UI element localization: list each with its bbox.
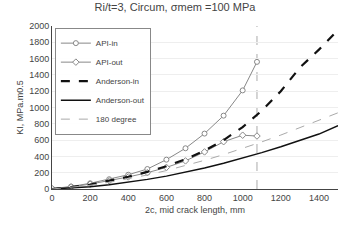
svg-text:800: 800	[197, 193, 212, 203]
svg-text:180 degree: 180 degree	[96, 115, 137, 124]
svg-text:1200: 1200	[29, 86, 49, 96]
svg-text:800: 800	[34, 119, 49, 129]
svg-text:400: 400	[34, 152, 49, 162]
svg-text:Ri/t=3, Circum, σmem =100 MPa: Ri/t=3, Circum, σmem =100 MPa	[95, 1, 257, 13]
svg-text:2000: 2000	[29, 21, 49, 31]
svg-text:API-out: API-out	[96, 58, 123, 67]
svg-text:1400: 1400	[29, 70, 49, 80]
svg-text:0: 0	[44, 184, 49, 194]
svg-text:600: 600	[34, 135, 49, 145]
svg-text:0: 0	[49, 193, 54, 203]
svg-text:Anderson-in: Anderson-in	[96, 77, 139, 86]
svg-text:1000: 1000	[29, 103, 49, 113]
svg-text:KI, MPa.m0.5: KI, MPa.m0.5	[15, 80, 25, 135]
svg-text:200: 200	[34, 168, 49, 178]
svg-text:1200: 1200	[271, 193, 291, 203]
svg-text:1800: 1800	[29, 37, 49, 47]
svg-text:2c, mid crack length, mm: 2c, mid crack length, mm	[145, 205, 245, 215]
svg-text:600: 600	[159, 193, 174, 203]
svg-text:Anderson-out: Anderson-out	[96, 96, 145, 105]
svg-text:API-in: API-in	[96, 39, 118, 48]
svg-text:400: 400	[121, 193, 136, 203]
svg-text:1000: 1000	[233, 193, 253, 203]
svg-text:1600: 1600	[29, 54, 49, 64]
svg-text:200: 200	[83, 193, 98, 203]
svg-text:1400: 1400	[309, 193, 329, 203]
